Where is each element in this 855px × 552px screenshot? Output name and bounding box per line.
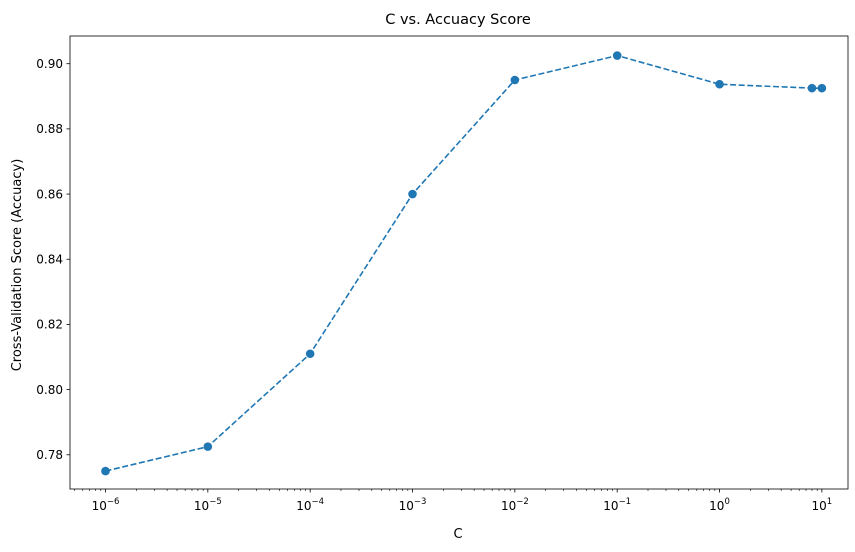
x-tick-label: 10−5 (194, 497, 222, 513)
data-point (807, 83, 817, 93)
y-tick-label: 0.90 (36, 57, 63, 71)
x-tick-label-exponent: 1 (827, 497, 832, 507)
data-point (715, 79, 724, 89)
x-tick-label-base: 10 (92, 499, 107, 513)
y-tick-label: 0.84 (36, 253, 63, 267)
data-point (101, 466, 110, 476)
plot-frame (69, 35, 849, 490)
data-point (408, 189, 417, 199)
y-tick-label: 0.80 (36, 383, 63, 397)
x-tick-label: 10−2 (501, 497, 529, 513)
y-axis-label: Cross-Validation Score (Accuacy) (10, 159, 25, 372)
x-tick-label: 101 (812, 497, 833, 513)
x-axis: 10−6 10−5 10−4 10−3 10−2 10−1 100 101 (74, 489, 833, 513)
x-tick-label-exponent: −1 (619, 497, 632, 507)
x-axis-label: C (453, 527, 462, 542)
chart-title: C vs. Accuacy Score (385, 12, 531, 28)
x-tick-label-exponent: −6 (107, 497, 120, 507)
x-tick-label-base: 10 (812, 499, 827, 513)
x-tick-label: 100 (709, 497, 730, 513)
x-tick-label-exponent: 0 (724, 497, 729, 507)
x-tick-label-base: 10 (296, 499, 311, 513)
x-tick-label: 10−6 (92, 497, 120, 513)
x-tick-label-base: 10 (399, 499, 414, 513)
x-tick-label-exponent: −3 (414, 497, 427, 507)
x-tick-label-base: 10 (709, 499, 724, 513)
x-tick-label-exponent: −5 (209, 497, 222, 507)
y-tick-label: 0.86 (36, 187, 63, 201)
x-tick-label-base: 10 (194, 499, 209, 513)
x-tick-label-exponent: −2 (516, 497, 529, 507)
series-layer (101, 51, 827, 476)
x-tick-label: 10−1 (603, 497, 631, 513)
x-tick-label: 10−3 (399, 497, 427, 513)
data-point (305, 349, 315, 359)
data-point (817, 83, 827, 93)
y-tick-label: 0.78 (36, 448, 63, 462)
y-tick-label: 0.82 (36, 318, 63, 332)
y-axis: 0.78 0.80 0.82 0.84 0.86 0.88 0.90 (36, 57, 70, 462)
x-tick-label-base: 10 (501, 499, 516, 513)
data-point (612, 51, 622, 60)
data-point (510, 75, 520, 85)
y-tick-label: 0.88 (36, 122, 63, 136)
data-point (203, 442, 213, 451)
plot-area (69, 35, 849, 490)
x-tick-label: 10−4 (296, 497, 324, 513)
x-tick-label-exponent: −4 (312, 497, 325, 507)
x-tick-label-base: 10 (603, 499, 618, 513)
